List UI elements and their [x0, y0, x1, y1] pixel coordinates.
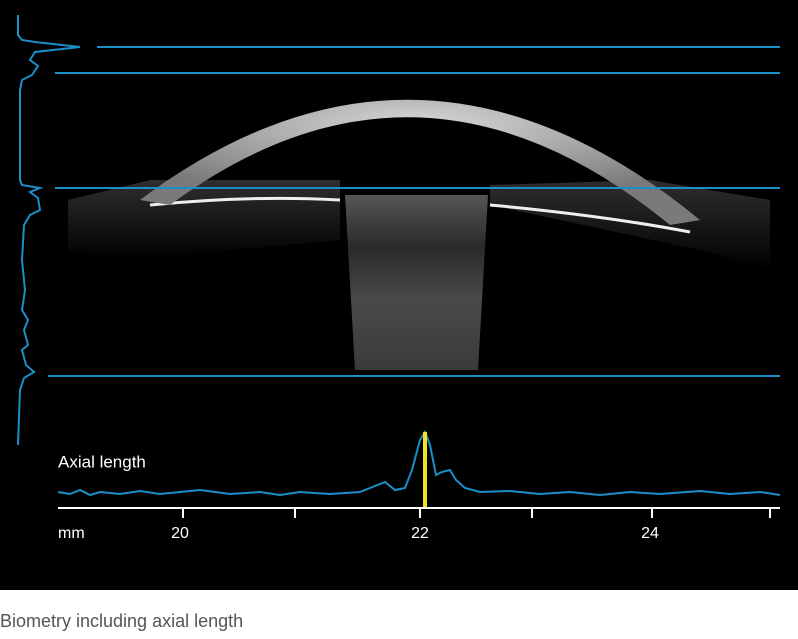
caption: Biometry including axial length: [0, 611, 243, 631]
tick-label: 24: [641, 525, 659, 542]
tick-label: 22: [411, 525, 429, 542]
axis-unit: mm: [58, 525, 85, 542]
lens: [345, 195, 488, 370]
tick-label: 20: [171, 525, 189, 542]
page: Axial length mm 20 22 24 Biometry includ…: [0, 0, 798, 639]
figure: Axial length mm 20 22 24 Biometry includ…: [0, 0, 798, 639]
plot-label: Axial length: [58, 452, 146, 471]
